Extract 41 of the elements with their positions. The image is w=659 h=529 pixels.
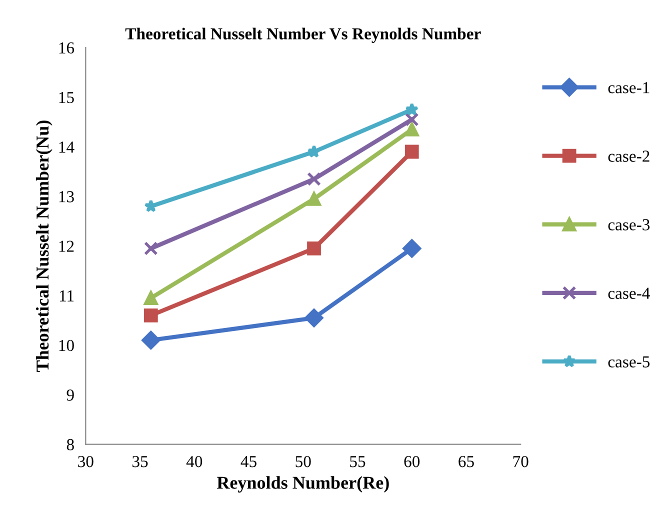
x-tick-label: 40 bbox=[186, 456, 202, 468]
y-tick-label: 10 bbox=[59, 340, 74, 352]
x-tick-label: 60 bbox=[404, 456, 420, 468]
point bbox=[404, 144, 419, 159]
y-tick-label: 13 bbox=[59, 191, 74, 202]
y-tick-label: 12 bbox=[59, 240, 74, 252]
y-tick-label: 15 bbox=[59, 92, 74, 104]
y-axis-title: Theoretical Nusselt Number(Nu) bbox=[36, 120, 52, 372]
legend-label: case-3 bbox=[608, 219, 650, 230]
point bbox=[142, 330, 160, 350]
legend-label: case-2 bbox=[608, 150, 650, 162]
x-axis-title: Reynolds Number(Re) bbox=[216, 476, 389, 493]
point bbox=[402, 239, 422, 258]
x-tick-label: 50 bbox=[296, 456, 311, 468]
x-tick-label: 35 bbox=[132, 456, 148, 468]
x-tick-label: 65 bbox=[458, 456, 474, 468]
point bbox=[307, 144, 321, 158]
point bbox=[404, 122, 419, 136]
point bbox=[144, 308, 158, 322]
x-tick-label: 70 bbox=[513, 456, 528, 468]
point bbox=[307, 172, 321, 186]
legend-label: case-1 bbox=[608, 82, 650, 94]
y-tick-label: 8 bbox=[66, 439, 74, 450]
legend-label: case-4 bbox=[608, 288, 650, 299]
point bbox=[405, 102, 419, 116]
legend-label: case-5 bbox=[608, 356, 650, 368]
y-tick-label: 16 bbox=[59, 42, 74, 54]
y-tick-label: 9 bbox=[66, 390, 74, 401]
x-tick-label: 30 bbox=[78, 456, 94, 468]
point bbox=[144, 199, 158, 212]
y-tick-label: 11 bbox=[60, 290, 74, 302]
point bbox=[144, 242, 158, 256]
y-tick-label: 14 bbox=[59, 142, 74, 153]
point bbox=[404, 112, 419, 126]
chart-title: Theoretical Nusselt Number Vs Reynolds Number bbox=[125, 28, 481, 43]
point bbox=[144, 291, 158, 306]
x-tick-label: 55 bbox=[350, 456, 366, 468]
x-tick-label: 45 bbox=[240, 456, 256, 468]
point bbox=[307, 192, 321, 206]
point bbox=[304, 308, 324, 328]
point bbox=[307, 242, 321, 256]
